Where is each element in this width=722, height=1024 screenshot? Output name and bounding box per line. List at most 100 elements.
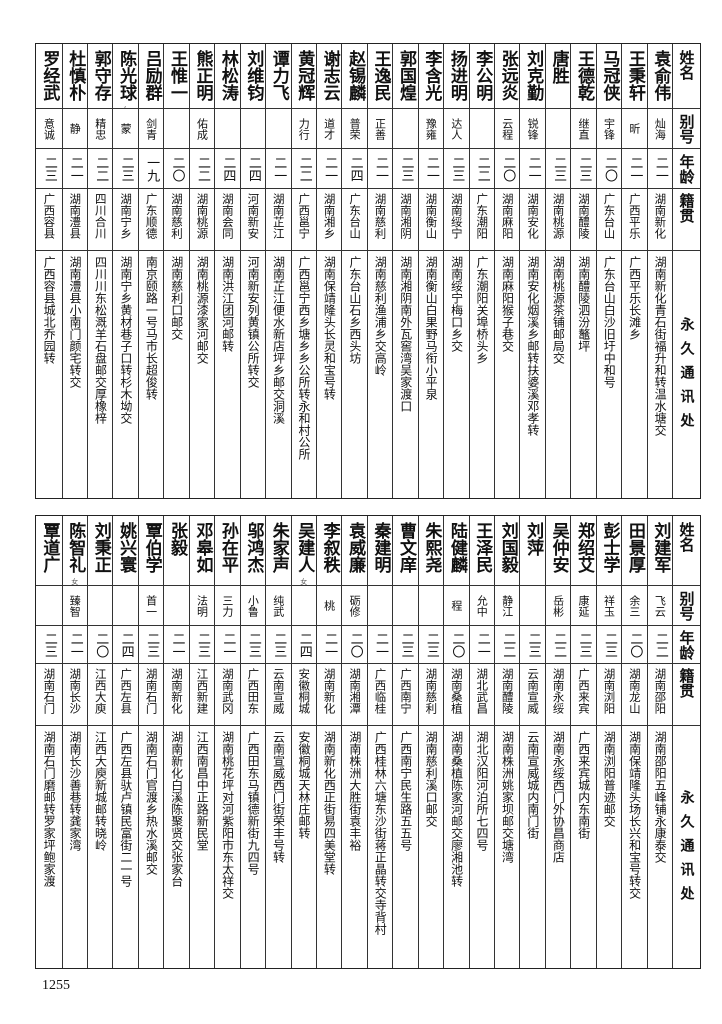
name-wrap: 李含光 [421, 50, 442, 105]
person-alias: 意诚 [42, 117, 56, 140]
person-age: 二四 [245, 155, 261, 182]
header-alias: 别号 [677, 590, 696, 621]
age-cell: 二一 [266, 149, 291, 189]
origin-cell: 湖南永绥 [545, 664, 571, 726]
name-wrap: 吴仲安 [549, 522, 569, 577]
alias-cell: 静 [62, 109, 87, 149]
person-column: 杜慎朴静二一 湖南澧县 湖南澧县小南门颜宅转交 [61, 44, 87, 498]
person-origin: 广西临桂 [373, 668, 388, 714]
name-cell: 彭士学 [596, 516, 622, 586]
person-age: 二〇 [169, 155, 185, 182]
person-name: 覃道广 [39, 522, 60, 573]
person-age: 二三 [271, 631, 287, 658]
person-name: 李含光 [421, 50, 442, 101]
address-cell: 南京颐路一号马市长超俊转 [139, 251, 163, 498]
person-alias: 臻智 [68, 594, 82, 617]
person-column: 朱熙尧 二三 湖南慈利 湖南慈利溪口邮交 [417, 516, 444, 968]
person-address: 广东台山石乡西头坊 [347, 256, 362, 364]
person-age: 一九 [144, 155, 160, 182]
name-cell: 吴仲安 [545, 516, 571, 586]
name-cell: 刘秉正 [88, 516, 113, 586]
person-alias: 力行 [297, 117, 311, 140]
person-address: 湖南桃源茶铺邮局交 [551, 256, 566, 364]
person-address: 四川川东松溉羊石盘邮交厚橡梓 [93, 256, 108, 424]
name-cell: 郑绍艾 [571, 516, 596, 586]
name-wrap: 李公明 [472, 50, 492, 105]
person-alias: 佑成 [195, 117, 209, 140]
person-column: 郭守存 精忠 二二 四川合川 四川川东松溉羊石盘邮交厚橡梓 [87, 44, 113, 498]
origin-cell: 广西田东 [240, 664, 266, 726]
person-alias: 普荣 [348, 117, 362, 140]
person-address: 湖南桑植陈家河邮交廖湘池转 [449, 731, 464, 887]
name-cell: 王秉轩 [622, 44, 647, 109]
person-address: 湖南慈利渔浦乡交高岭 [373, 256, 388, 376]
person-age: 二〇 [449, 631, 465, 658]
person-name: 谢志云 [319, 50, 340, 101]
name-wrap: 张毅 [167, 522, 187, 560]
person-name: 邬鸿杰 [243, 522, 264, 573]
person-column: 秦建明 二一 广西临桂 广西桂林六塘东沙街蒋正晶转交寺背村 [366, 516, 393, 968]
header-age-cell: 年龄 [673, 626, 700, 664]
person-age: 二一 [652, 155, 668, 182]
address-cell: 湖南新化西正街易四美堂转 [317, 726, 341, 968]
person-column: 陈光球女蒙二三湖南宁乡湖南宁乡黄材巷子口转杉木坳交 [112, 44, 138, 498]
person-name: 罗经武 [39, 50, 60, 101]
alias-cell: 法明 [189, 586, 215, 626]
person-name: 陆健麟 [446, 522, 467, 573]
alias-cell: 普荣 [342, 109, 367, 149]
name-cell: 扬进明 [444, 44, 469, 109]
name-cell: 张毅 [164, 516, 189, 586]
person-name: 赵锡麟 [345, 50, 366, 101]
name-wrap: 陆健麟 [446, 522, 467, 577]
header-origin: 籍贯 [677, 193, 696, 223]
name-wrap: 刘国毅 [498, 522, 518, 577]
address-cell: 湖南洪江团河邮转 [215, 251, 239, 498]
person-name: 袁俞伟 [650, 50, 671, 101]
name-cell: 谭力飞 [266, 44, 291, 109]
address-cell: 广西左县驮卢镇民富街二一号 [113, 726, 137, 968]
person-name: 吴建人 [294, 522, 315, 573]
alias-cell: 纯武 [266, 586, 291, 626]
person-address: 湖南株洲姚家坝邮交塘湾 [500, 731, 515, 863]
alias-cell [164, 109, 189, 149]
person-name: 朱家声 [268, 522, 289, 573]
person-column: 吕励群 剑青 一九 广东顺德 南京颐路一号马市长超俊转 [137, 44, 164, 498]
person-origin: 湖南桃源 [195, 193, 210, 239]
name-wrap: 马冠侠 [599, 50, 619, 105]
alias-cell: 达人 [444, 109, 469, 149]
origin-cell: 广西临桂 [367, 664, 393, 726]
alias-cell: 蒙 [113, 109, 138, 149]
origin-cell: 湖南慈利 [164, 189, 189, 251]
age-cell: 二二 [291, 149, 316, 189]
person-name: 王逸民 [370, 50, 391, 101]
person-address: 广西左县驮卢镇民富街二一号 [118, 731, 133, 887]
person-origin: 湖南慈利 [424, 668, 439, 714]
person-alias: 飞云 [653, 594, 667, 617]
person-age: 二〇 [347, 631, 363, 658]
age-cell: 二〇 [444, 626, 469, 664]
person-column: 覃伯学 首一 二三 湖南石门 湖南石门官渡乡热水溪邮交 [137, 516, 164, 968]
header-alias-cell: 别号 [673, 586, 700, 626]
name-wrap: 罗经武 [39, 50, 60, 105]
gender-note: 女 [116, 105, 135, 108]
person-age: 二一 [373, 155, 389, 182]
age-cell: 二〇 [164, 149, 189, 189]
origin-cell: 湖南龙山 [622, 664, 647, 726]
name-wrap: 刘秉正 [91, 522, 111, 577]
name-wrap: 彭士学 [599, 522, 619, 577]
age-cell: 二一 [647, 149, 673, 189]
age-cell: 二一 [215, 626, 240, 664]
origin-cell: 云南宣威 [266, 664, 291, 726]
name-wrap: 邬鸿杰 [243, 522, 264, 577]
alias-cell: 小鲁 [240, 586, 266, 626]
address-cell: 安徽桐城天林庄邮转 [292, 726, 316, 968]
age-cell: 二三 [36, 149, 62, 189]
address-cell: 湖南株洲大胜街袁丰裕 [342, 726, 366, 968]
person-address: 湖北汉阳河泊所七四号 [475, 731, 490, 851]
person-address: 湖南新化青石街福升和转温水塘交 [653, 256, 668, 436]
person-origin: 湖南绥宁 [449, 193, 464, 239]
address-cell: 湖南宁乡黄材巷子口转杉木坳交 [113, 251, 137, 498]
name-wrap: 袁威廉 [345, 522, 365, 577]
origin-cell: 湖南麻阳 [495, 189, 520, 251]
age-cell: 二一 [164, 626, 189, 664]
